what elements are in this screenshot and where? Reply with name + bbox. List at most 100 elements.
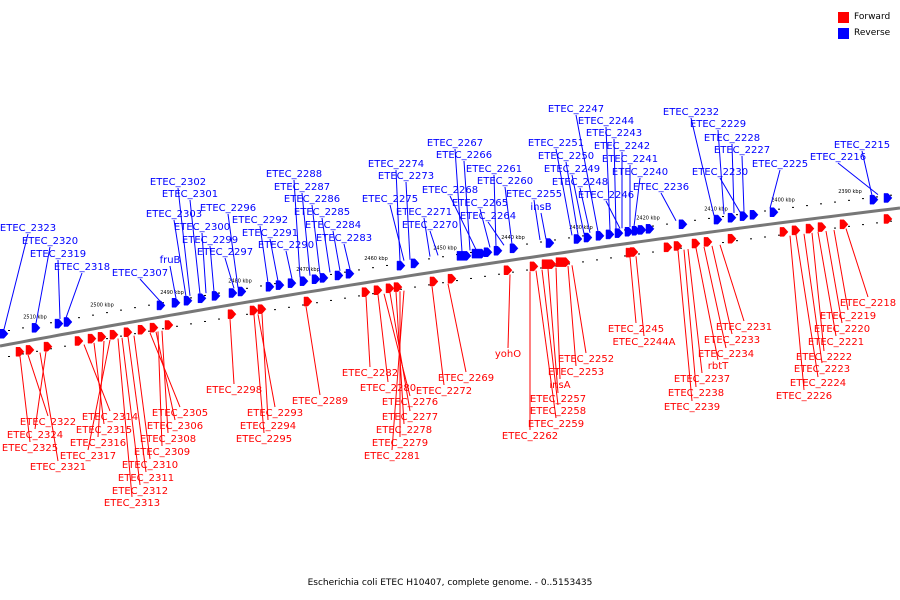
gene-label: ETEC_2309 [134, 447, 190, 458]
gene-leader-line [117, 338, 133, 498]
gene-label: ETEC_2278 [376, 425, 432, 436]
gene-leader-line [285, 250, 293, 279]
forward-gene [393, 282, 403, 292]
gene-leader-line [795, 234, 819, 378]
gene-leader-line [533, 199, 541, 241]
gene-leader-line [690, 117, 715, 216]
gene-leader-line [660, 192, 677, 221]
gene-leader-line [321, 217, 331, 273]
gene-label: ETEC_2319 [30, 249, 86, 260]
gene-leader-line [833, 229, 849, 311]
reverse-gene [171, 298, 181, 308]
gene-leader-line [695, 247, 719, 361]
gene-label: ETEC_2220 [814, 324, 870, 335]
genome-axis [0, 206, 900, 348]
gene-label: ETEC_2275 [362, 194, 418, 205]
gene-label: ETEC_2224 [790, 378, 846, 389]
reverse-gene [345, 268, 355, 279]
gene-label: ETEC_2229 [690, 119, 746, 130]
kbp-tick-label: 2410 kbp [704, 206, 728, 212]
gene-label: ETEC_2264 [460, 211, 516, 222]
gene-label: ETEC_2248 [552, 177, 608, 188]
forward-gene [373, 285, 383, 295]
gene-leader-line [209, 245, 215, 292]
gene-label: ETEC_2311 [118, 473, 174, 484]
reverse-gene [727, 212, 737, 223]
gene-leader-line [423, 217, 431, 257]
gene-label: ETEC_2239 [664, 402, 720, 413]
gene-leader-line [121, 337, 141, 486]
gene-leader-line [343, 243, 351, 270]
gene-leader-line [811, 232, 825, 352]
reverse-gene [334, 270, 344, 281]
reverse-gene [287, 278, 297, 288]
gene-leader-line [3, 233, 29, 330]
reverse-gene [509, 243, 519, 254]
gene-leader-line [139, 278, 161, 302]
gene-label: ETEC_2243 [586, 128, 642, 139]
gene-label: ETEC_2316 [70, 438, 126, 449]
reverse-gene [637, 225, 647, 235]
reverse-gene [749, 210, 759, 220]
reverse-gene [624, 226, 634, 237]
gene-leader-line [789, 235, 805, 391]
gene-leader-line [429, 230, 439, 256]
gene-leader-line [565, 161, 579, 235]
gene-label: ETEC_2233 [704, 335, 760, 346]
reverse-gene [769, 207, 779, 217]
gene-leader-line [227, 213, 239, 288]
forward-gene [43, 341, 53, 352]
reverse-gene [63, 317, 73, 327]
forward-gene [805, 223, 815, 234]
gene-leader-line [547, 268, 559, 394]
gene-leader-line [605, 200, 621, 229]
gene-label: ETEC_2297 [197, 247, 253, 258]
gene-leader-line [719, 244, 745, 322]
gene-leader-line [817, 232, 837, 337]
gene-label: ETEC_2242 [594, 141, 650, 152]
gene-leader-line [395, 169, 401, 262]
forward-gene [429, 276, 439, 287]
forward-gene [227, 309, 237, 319]
gene-leader-line [633, 177, 641, 227]
gene-label: ETEC_2236 [633, 182, 689, 193]
gene-label: ETEC_2240 [612, 167, 668, 178]
reverse-gene [265, 282, 275, 292]
reverse-gene [54, 318, 64, 329]
gene-leader-line [493, 174, 497, 247]
gene-label: ETEC_2302 [150, 177, 206, 188]
gene-label: ETEC_2218 [840, 298, 896, 309]
gene-leader-line [635, 256, 645, 337]
forward-gene [385, 283, 395, 294]
reverse-gene [299, 276, 309, 286]
gene-leader-line [391, 290, 405, 451]
reverse-gene [545, 238, 555, 248]
gene-leader-line [201, 232, 207, 294]
gene-leader-line [575, 114, 599, 232]
gene-leader-line [629, 257, 637, 324]
gene-leader-line [311, 204, 321, 275]
gene-leader-line [741, 155, 745, 212]
gene-label: ETEC_2322 [20, 417, 76, 428]
gene-label: ETEC_2237 [674, 374, 730, 385]
gene-leader-line [555, 267, 561, 380]
gene-label: ETEC_2310 [122, 460, 178, 471]
gene-label: ETEC_2321 [30, 462, 86, 473]
gene-leader-line [769, 169, 781, 209]
gene-leader-line [93, 342, 105, 425]
gene-leader-line [605, 126, 611, 230]
gene-label: ETEC_2262 [502, 431, 558, 442]
reverse-gene [0, 329, 9, 339]
forward-gene [839, 219, 849, 230]
gene-label: ETEC_2221 [808, 337, 864, 348]
kbp-tick-label: 2420 kbp [636, 216, 660, 222]
gene-leader-line [719, 177, 741, 213]
gene-label: ETEC_2260 [477, 176, 533, 187]
forward-gene [25, 345, 35, 355]
gene-leader-line [454, 148, 463, 252]
gene-leader-line [703, 246, 727, 349]
gene-label: ETEC_2305 [152, 408, 208, 419]
gene-leader-line [332, 230, 341, 271]
forward-gene [673, 241, 683, 251]
legend: Forward Reverse [838, 9, 890, 41]
